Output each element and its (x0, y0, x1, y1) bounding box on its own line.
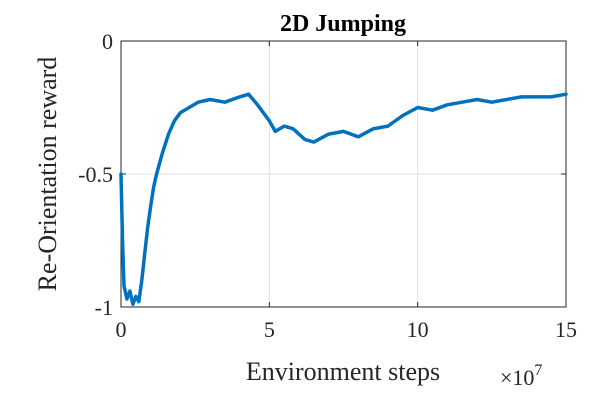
x-tick-label: 15 (555, 317, 577, 342)
y-tick-label: -1 (95, 295, 113, 320)
x-tick-label: 0 (116, 317, 127, 342)
x-tick-label: 5 (264, 317, 275, 342)
x-multiplier-base: ×10 (500, 365, 534, 390)
grid-lines (121, 41, 566, 307)
chart-title: 2D Jumping (280, 11, 406, 37)
x-multiplier-exponent: 7 (534, 362, 542, 379)
x-axis-ticks: 0 5 10 15 (116, 41, 577, 342)
y-tick-label: -0.5 (78, 162, 113, 187)
x-tick-label: 10 (407, 317, 429, 342)
y-axis-ticks: -1 -0.5 0 (78, 29, 566, 320)
series-line (119, 92, 568, 307)
x-axis-title: Environment steps (246, 357, 440, 386)
x-multiplier-label: ×107 (500, 362, 542, 390)
y-axis-title: Re-Orientation reward (33, 57, 62, 292)
y-tick-label: 0 (102, 29, 113, 54)
